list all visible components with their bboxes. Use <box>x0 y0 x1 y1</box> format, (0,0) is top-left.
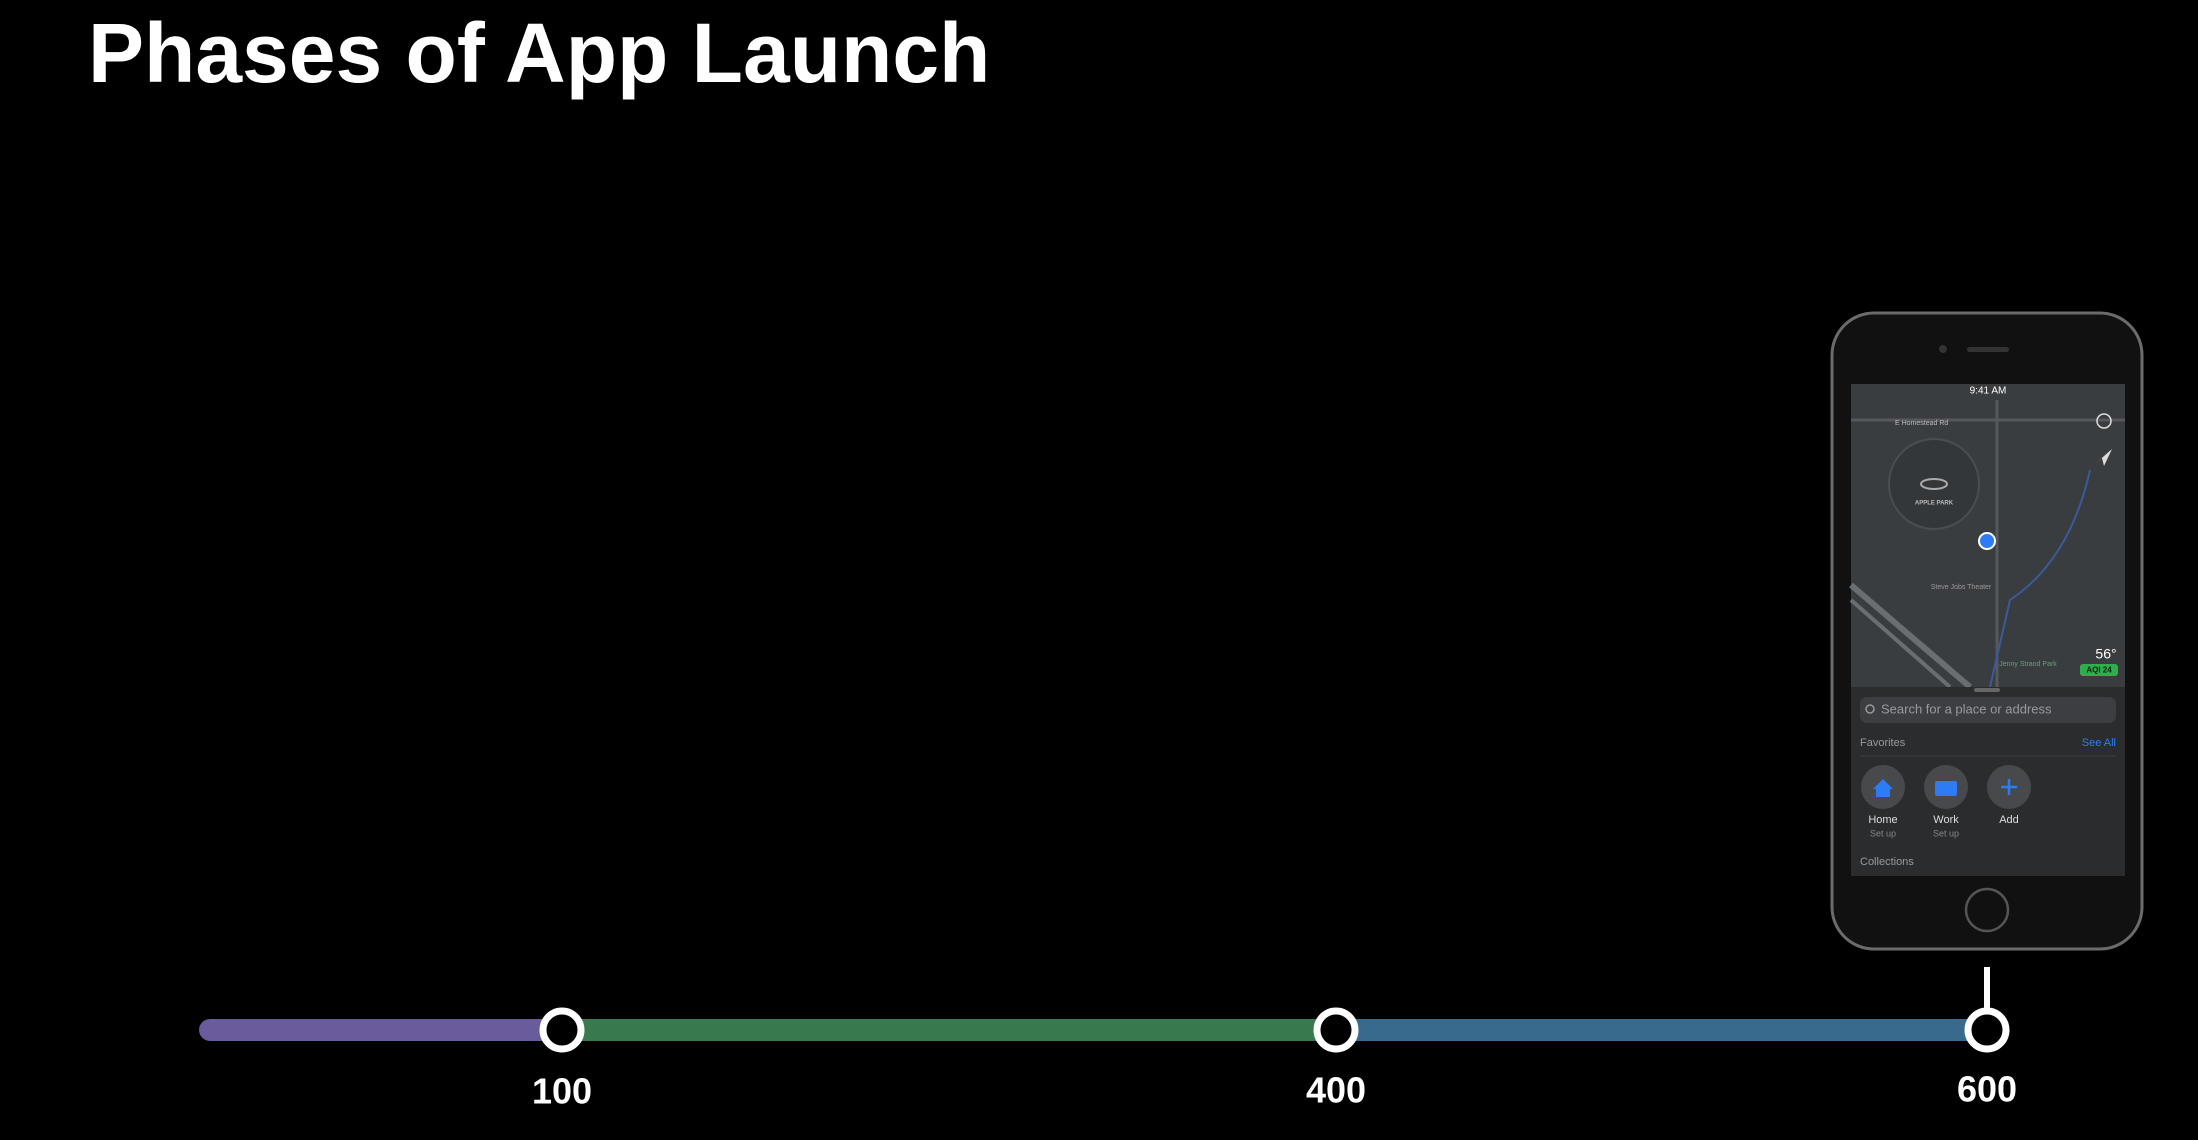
marker-label: 600 <box>1957 1069 2017 1110</box>
map-label: APPLE PARK <box>1915 501 1954 507</box>
see-all[interactable]: See All <box>2082 737 2116 749</box>
favorite[interactable]: Add <box>1987 765 2031 826</box>
marker-label: 100 <box>532 1071 592 1112</box>
aqi-badge <box>2080 664 2118 676</box>
slide-title: Phases of App Launch <box>88 6 990 100</box>
info-button[interactable] <box>2096 413 2112 429</box>
highway <box>1849 582 1972 690</box>
marker <box>1964 1007 2010 1053</box>
search-icon <box>1865 704 1875 714</box>
favorite-subtitle: Set up <box>1933 828 1959 838</box>
apple-park <box>1888 438 1980 530</box>
favorite-name: Home <box>1868 814 1897 826</box>
search-placeholder[interactable]: Search for a place or address <box>1881 701 2052 716</box>
user-location <box>1978 532 1996 550</box>
camera <box>1939 345 1947 353</box>
home-icon <box>1873 779 1893 797</box>
favorite-name: Work <box>1933 814 1959 826</box>
home-button[interactable] <box>1964 887 2010 933</box>
panel-handle <box>1974 688 2000 692</box>
weather: 56° <box>2095 646 2116 662</box>
phone: E Homestead Rd APPLE PARK Steve Jobs The… <box>1830 311 2144 951</box>
timeline: 100 400 600 <box>199 967 2017 1112</box>
collections-title: Collections <box>1860 856 1914 868</box>
marker-label: 400 <box>1306 1070 1366 1111</box>
locate-button[interactable] <box>2095 449 2112 466</box>
favorite[interactable]: Home Set up <box>1861 765 1905 838</box>
speaker <box>1967 347 2009 352</box>
favorite[interactable]: Work Set up <box>1924 765 1968 838</box>
apple-park-ring <box>1920 478 1948 490</box>
creek <box>1989 469 2091 688</box>
search-bar[interactable] <box>1860 697 2116 723</box>
favorite-name: Add <box>1999 814 2019 826</box>
status-time: 9:41 AM <box>1970 386 2007 397</box>
favorite-subtitle: Set up <box>1870 828 1896 838</box>
map-label: Jenny Strand Park <box>1999 661 2057 668</box>
map-label: Steve Jobs Theater <box>1931 584 1992 591</box>
marker <box>1313 1007 1359 1053</box>
work-icon <box>1935 781 1957 796</box>
highway <box>1849 598 1952 689</box>
add-icon <box>2001 779 2017 795</box>
map-label: E Homestead Rd <box>1895 420 1948 427</box>
favorites-title: Favorites <box>1860 737 1906 749</box>
marker <box>539 1007 585 1053</box>
aqi-text: AQI 24 <box>2086 666 2112 675</box>
